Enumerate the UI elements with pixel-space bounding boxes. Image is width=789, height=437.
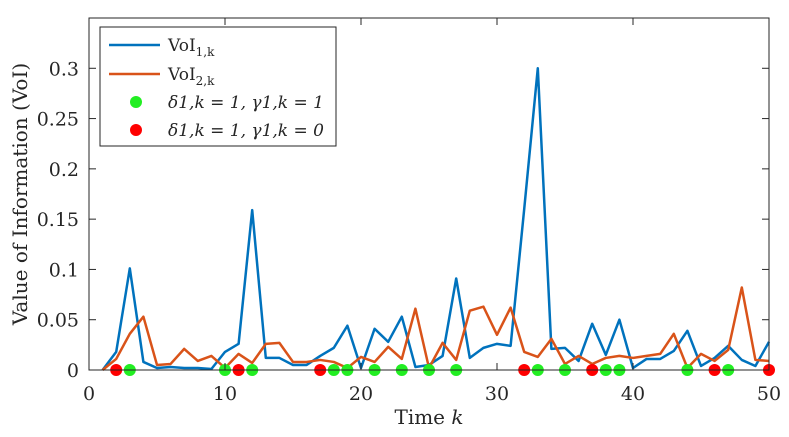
legend-label-green: δ1,k = 1, γ1,k = 1 — [168, 93, 324, 113]
legend-label-voi1: VoI1,k — [167, 36, 215, 59]
x-tick-label: 20 — [349, 383, 373, 405]
y-tick-label: 0.1 — [49, 259, 79, 281]
legend: VoI1,k VoI2,k δ1,k = 1, γ1,k = 1 δ1,k = … — [99, 26, 337, 147]
y-axis-title: Value of Information (VoI) — [8, 63, 32, 326]
axes-box — [88, 17, 770, 371]
legend-label-voi2: VoI2,k — [167, 65, 215, 88]
x-tick-label: 10 — [213, 383, 237, 405]
legend-marker-red — [130, 124, 142, 136]
legend-label-red: δ1,k = 1, γ1,k = 0 — [168, 121, 324, 141]
series-line-voi1 — [101, 67, 771, 371]
x-tick-label: 30 — [485, 383, 509, 405]
y-tick-label: 0 — [67, 360, 79, 382]
y-tick-label: 0.2 — [49, 159, 79, 181]
series-line-voi2 — [101, 286, 770, 371]
series-layer — [101, 67, 771, 371]
x-tick-label: 0 — [83, 383, 95, 405]
y-tick-label: 0.3 — [49, 58, 79, 80]
x-tick-label: 40 — [621, 383, 645, 405]
y-tick-label: 0.25 — [37, 109, 79, 131]
legend-marker-green — [130, 96, 142, 108]
x-axis-title: Time k — [394, 405, 463, 429]
y-tick-label: 0.15 — [37, 209, 79, 231]
tick-layer: 0 10 20 30 40 50 0 0.05 0.1 0.15 0.2 0.25 0.3 — [37, 18, 781, 405]
y-tick-label: 0.05 — [37, 310, 79, 332]
x-tick-label: 50 — [757, 383, 781, 405]
